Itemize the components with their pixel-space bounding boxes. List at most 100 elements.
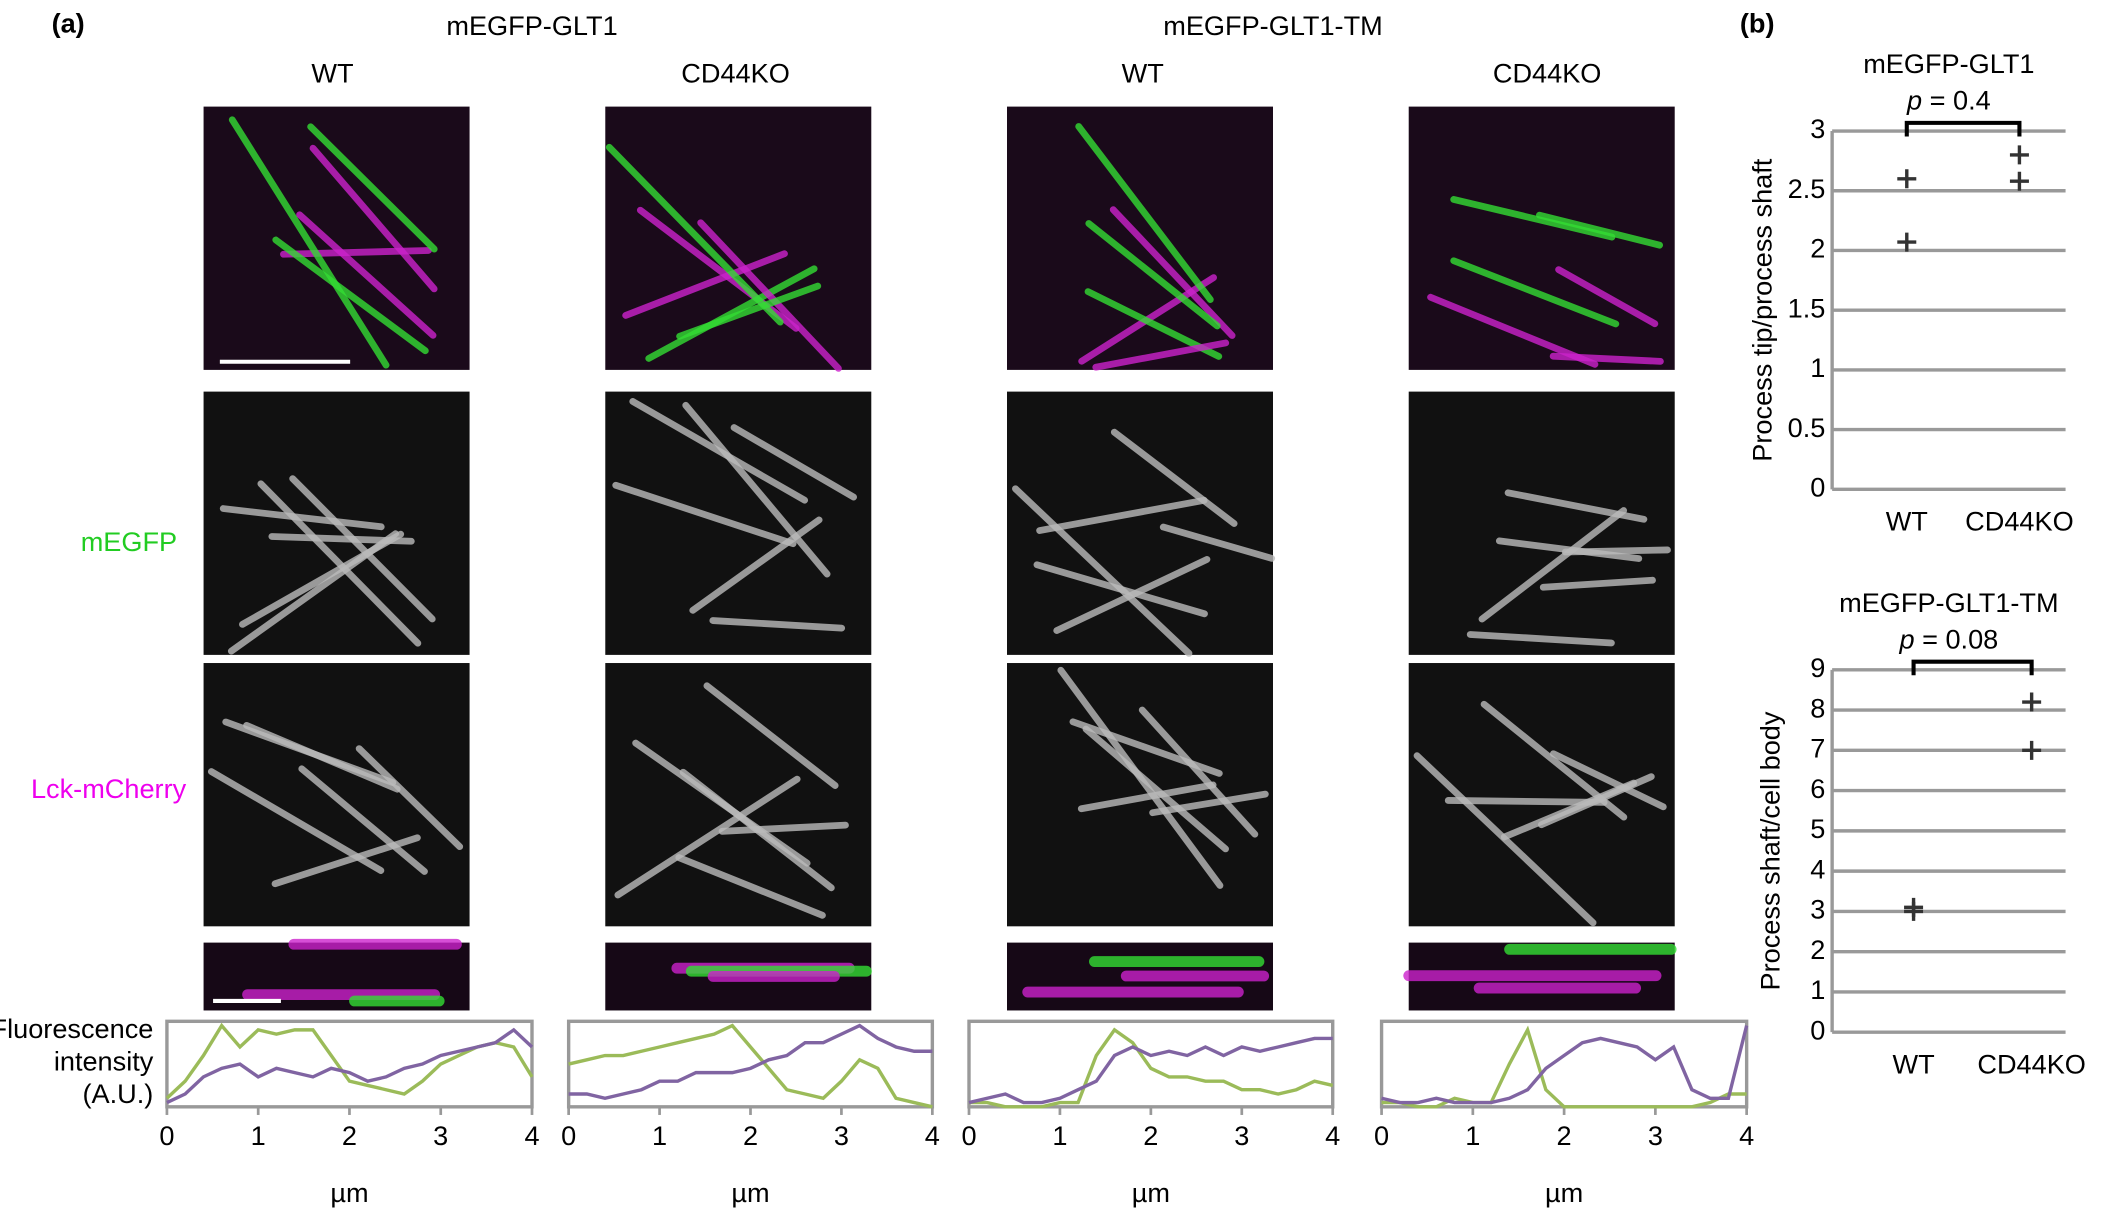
process [632, 739, 811, 867]
group-title: mEGFP-GLT1-TM [1163, 10, 1383, 41]
profile-line [568, 1023, 933, 1101]
y-axis-label: Fluorescence [0, 1013, 153, 1044]
process [1138, 706, 1259, 838]
process [1536, 211, 1663, 249]
x-tick-label: 4 [925, 1120, 940, 1151]
data-point [1897, 169, 1917, 189]
data-point [2022, 692, 2042, 712]
x-tick-label: 1 [652, 1120, 667, 1151]
profile-line [165, 1022, 534, 1100]
process [1077, 781, 1217, 813]
process [355, 745, 464, 851]
column-title: CD44KO [1493, 58, 1602, 89]
x-tick-label: 3 [1234, 1120, 1249, 1151]
process [676, 282, 822, 340]
y-tick-label: 2 [1810, 934, 1825, 965]
y-tick-label: 0 [1810, 471, 1825, 502]
data-point [1897, 232, 1917, 252]
process [1500, 779, 1638, 841]
bracket [1911, 659, 2034, 676]
process [645, 265, 818, 362]
x-tick-label: 2 [342, 1120, 357, 1151]
y-tick-label: 3 [1810, 113, 1825, 144]
y-tick-label: 1 [1810, 352, 1825, 383]
y-axis-label: intensity [54, 1046, 154, 1077]
y-tick-label: 5 [1810, 813, 1825, 844]
profile-line [166, 1027, 534, 1105]
x-tick-label: WT [1892, 1048, 1934, 1079]
process [289, 475, 436, 623]
p-value: p = 0.08 [1898, 623, 1998, 654]
x-tick-label: 0 [159, 1120, 174, 1151]
y-tick-label: 2.5 [1788, 173, 1826, 204]
process [228, 116, 390, 369]
profile-line [568, 1023, 933, 1109]
process [697, 219, 842, 372]
data-point [1904, 901, 1924, 921]
process [296, 211, 437, 339]
process [1549, 750, 1667, 811]
process [1057, 666, 1224, 889]
process [271, 834, 421, 888]
process [219, 505, 385, 531]
process [605, 143, 784, 326]
process [207, 768, 385, 874]
x-tick-label: 0 [961, 1120, 976, 1151]
y-tick-label: 4 [1810, 853, 1825, 884]
bracket [1904, 120, 2022, 137]
micrograph [1408, 391, 1675, 655]
process [1036, 496, 1208, 534]
process [1085, 220, 1221, 330]
column-title: CD44KO [681, 58, 790, 89]
x-tick-label: 4 [1739, 1120, 1754, 1151]
process [622, 250, 788, 319]
y-tick-label: 8 [1810, 692, 1825, 723]
y-tick-label: 9 [1810, 652, 1825, 683]
x-tick-label: 2 [743, 1120, 758, 1151]
y-tick-label: 1 [1810, 974, 1825, 1005]
plot-frame [1379, 1019, 1749, 1109]
data-point [2009, 145, 2029, 165]
process [1069, 718, 1223, 777]
x-tick-label: 3 [433, 1120, 448, 1151]
process [1092, 339, 1230, 371]
x-tick-label: 1 [251, 1120, 266, 1151]
process [1466, 631, 1615, 647]
y-tick-label: 1.5 [1788, 292, 1826, 323]
process [1478, 507, 1628, 623]
panel-label: (b) [1740, 7, 1775, 38]
process [1033, 561, 1208, 618]
process [1444, 797, 1608, 806]
x-tick-label: 1 [1465, 1120, 1480, 1151]
y-tick-label: 3 [1810, 894, 1825, 925]
process [1053, 555, 1211, 634]
process [1082, 725, 1229, 853]
x-tick-label: WT [1886, 505, 1928, 536]
column-title: WT [311, 58, 353, 89]
process [709, 617, 846, 632]
x-axis-label: µm [1545, 1177, 1583, 1208]
process [1427, 293, 1599, 368]
process [243, 721, 401, 793]
process [730, 424, 857, 501]
process [629, 398, 809, 504]
profile-line [1381, 1025, 1747, 1109]
process [272, 236, 429, 355]
row-label: Lck-mCherry [31, 773, 187, 804]
process [309, 144, 438, 293]
column-title: WT [1122, 58, 1164, 89]
process [1149, 790, 1269, 817]
p-text: = 0.08 [1922, 623, 1998, 654]
process [257, 480, 422, 647]
group-title: mEGFP-GLT1 [446, 10, 617, 41]
x-tick-label: 0 [561, 1120, 576, 1151]
micrograph [605, 106, 872, 370]
profile-line [1381, 1025, 1749, 1105]
data-point [2009, 171, 2029, 191]
p-symbol: p [1906, 85, 1922, 116]
process [307, 123, 438, 253]
x-tick-label: 3 [834, 1120, 849, 1151]
x-tick-label: 2 [1143, 1120, 1158, 1151]
process [718, 821, 849, 835]
process [1110, 428, 1238, 527]
